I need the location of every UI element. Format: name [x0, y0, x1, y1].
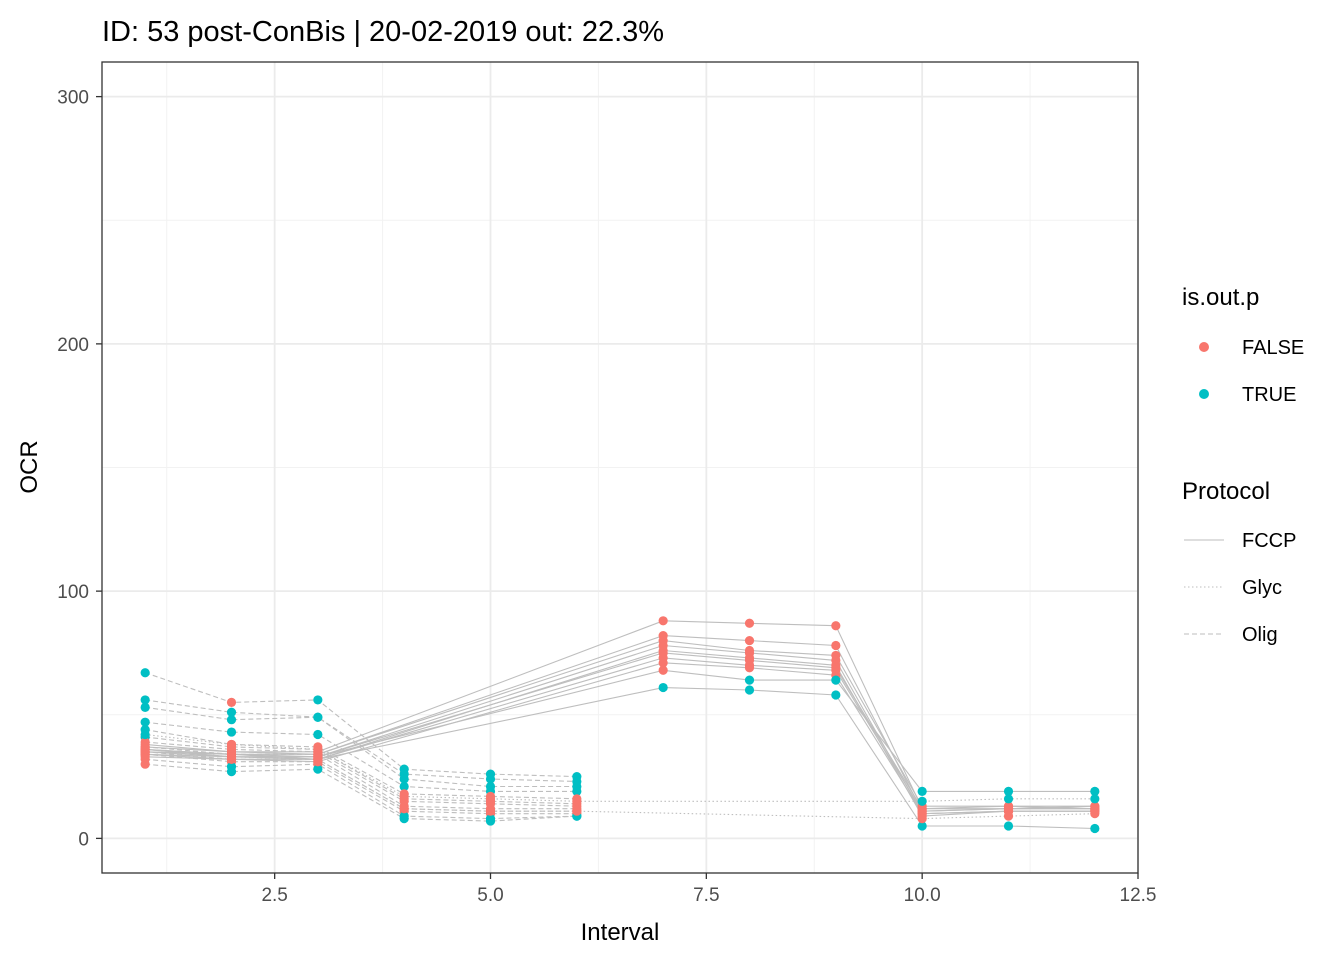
data-point-false — [227, 698, 236, 707]
y-tick-label: 300 — [57, 88, 89, 109]
data-point-false — [227, 740, 236, 749]
data-point-true — [745, 676, 754, 685]
data-point-false — [659, 616, 668, 625]
data-point-false — [400, 804, 409, 813]
data-point-false — [831, 621, 840, 630]
legend-label-false: FALSE — [1242, 337, 1304, 359]
x-axis-title: Interval — [581, 919, 660, 946]
data-point-true — [486, 816, 495, 825]
data-point-true — [659, 683, 668, 692]
data-point-false — [572, 797, 581, 806]
data-point-false — [745, 619, 754, 628]
data-point-false — [831, 641, 840, 650]
y-axis-title: OCR — [16, 440, 43, 493]
data-point-false — [227, 752, 236, 761]
data-point-false — [659, 666, 668, 675]
data-point-true — [918, 787, 927, 796]
data-point-false — [400, 792, 409, 801]
data-point-false — [486, 807, 495, 816]
data-point-true — [313, 713, 322, 722]
data-point-false — [141, 745, 150, 754]
data-point-false — [1004, 812, 1013, 821]
y-tick-label: 200 — [57, 335, 89, 356]
data-point-false — [486, 794, 495, 803]
legend-title-is-out: is.out.p — [1182, 284, 1259, 311]
data-point-false — [572, 807, 581, 816]
y-tick-label: 100 — [57, 582, 89, 603]
data-point-true — [831, 690, 840, 699]
data-point-true — [400, 814, 409, 823]
data-point-false — [313, 745, 322, 754]
data-point-false — [745, 663, 754, 672]
data-point-true — [918, 797, 927, 806]
data-point-false — [1090, 809, 1099, 818]
x-tick-label: 10.0 — [904, 885, 941, 906]
data-point-true — [313, 730, 322, 739]
data-point-true — [831, 676, 840, 685]
data-point-true — [227, 715, 236, 724]
x-tick-label: 12.5 — [1120, 885, 1157, 906]
x-tick-label: 7.5 — [693, 885, 719, 906]
legend-key-true — [1199, 389, 1209, 399]
data-point-true — [745, 685, 754, 694]
data-point-true — [227, 767, 236, 776]
data-point-true — [1004, 821, 1013, 830]
legend-label-glyc: Glyc — [1242, 577, 1282, 599]
data-point-true — [313, 695, 322, 704]
legend-label-true: TRUE — [1242, 384, 1296, 406]
data-point-true — [1090, 794, 1099, 803]
data-point-false — [918, 814, 927, 823]
x-tick-label: 2.5 — [261, 885, 287, 906]
data-point-false — [313, 755, 322, 764]
legend-title-protocol: Protocol — [1182, 478, 1270, 505]
data-point-true — [141, 668, 150, 677]
data-point-true — [141, 703, 150, 712]
y-tick-label: 0 — [78, 829, 89, 850]
data-point-false — [745, 636, 754, 645]
chart-title: ID: 53 post-ConBis | 20-02-2019 out: 22.… — [102, 16, 664, 48]
data-point-true — [1090, 824, 1099, 833]
legend-label-fccp: FCCP — [1242, 530, 1296, 552]
data-point-true — [1004, 794, 1013, 803]
x-tick-label: 5.0 — [477, 885, 503, 906]
legend-label-olig: Olig — [1242, 624, 1278, 646]
data-point-true — [141, 730, 150, 739]
legend-key-false — [1199, 342, 1209, 352]
data-point-true — [227, 727, 236, 736]
